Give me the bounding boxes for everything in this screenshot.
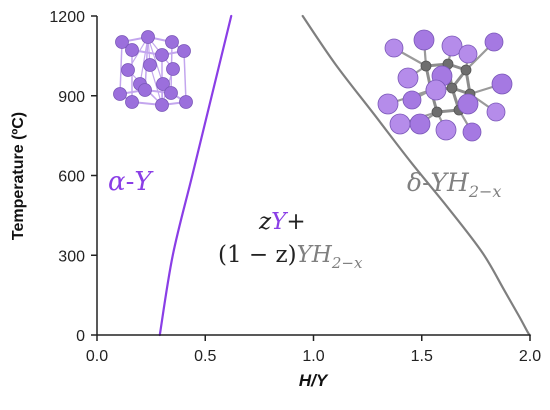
hydrogen-atom	[460, 64, 472, 76]
x-tick-label: 2.0	[519, 348, 541, 365]
alpha-greek: α	[108, 167, 126, 197]
alpha-phase-label: α-Y	[108, 167, 154, 197]
yttrium-atom	[125, 95, 139, 109]
yttrium-atom	[491, 73, 513, 95]
x-tick-label: 1.5	[411, 348, 433, 365]
yttrium-atom	[384, 38, 404, 58]
y-tick-label: 0	[76, 328, 85, 345]
alpha-boundary-line	[158, 14, 233, 337]
yttrium-atom	[177, 44, 191, 58]
alpha-yttrium-crystal-icon	[113, 30, 193, 112]
delta-boundary-line	[301, 14, 532, 337]
yttrium-atom	[409, 113, 431, 135]
yttrium-atom	[113, 87, 127, 101]
yttrium-atom	[486, 102, 506, 122]
yttrium-atom	[165, 35, 179, 49]
tick-layer: 0.0 0.5 1.0 1.5 2.0 0 300 600 900 1200	[49, 9, 541, 365]
yttrium-atom	[155, 48, 169, 62]
yttrium-atom	[458, 44, 478, 64]
delta-greek: δ	[407, 168, 422, 197]
hydrogen-atom	[431, 106, 443, 118]
mixture-coef: (1 − z)	[218, 242, 297, 268]
yttrium-atom	[115, 35, 129, 49]
yttrium-atom	[397, 67, 419, 89]
bond	[119, 41, 123, 95]
hydrogen-atom	[446, 82, 458, 94]
mixture-H: H	[311, 242, 333, 268]
yttrium-atom	[377, 93, 399, 115]
mixture-z: z	[258, 209, 272, 235]
yttrium-atom	[435, 119, 457, 141]
delta-subscript: 2−x	[468, 182, 502, 201]
delta-phase-label: δ-YH2−x	[407, 168, 501, 201]
yttrium-atom	[402, 90, 422, 110]
yttrium-atom	[166, 62, 180, 76]
x-tick-label: 0.0	[86, 348, 108, 365]
yttrium-atom	[125, 43, 139, 57]
alpha-letter: Y	[134, 167, 154, 197]
yttrium-atom	[141, 30, 155, 44]
yttrium-atom	[425, 79, 447, 101]
yttrium-atom	[413, 29, 435, 51]
mixture-line-1: zY+	[258, 209, 306, 235]
y-tick-label: 600	[58, 169, 85, 186]
yttrium-atom	[164, 86, 178, 100]
bond	[183, 50, 187, 103]
yttrium-atom	[155, 98, 169, 112]
yttrium-atom	[462, 122, 482, 142]
yttrium-atom	[121, 63, 135, 77]
mixture-subscript: 2−x	[331, 254, 363, 272]
mixture-plus: +	[286, 209, 305, 235]
series-layer	[158, 14, 532, 337]
mixture-y: Y	[271, 209, 289, 235]
yttrium-atom	[441, 35, 463, 57]
delta-hydride-crystal-icon	[377, 29, 513, 142]
yttrium-atom	[143, 58, 157, 72]
yttrium-atom	[138, 83, 152, 97]
mixture-line-2: (1 − z)YH2−x	[218, 242, 363, 272]
yttrium-atom	[156, 77, 170, 91]
yttrium-atom	[179, 95, 193, 109]
yttrium-atom	[457, 93, 479, 115]
delta-base: Y	[431, 168, 450, 197]
y-tick-label: 1200	[49, 9, 85, 26]
bond	[149, 64, 163, 106]
y-tick-label: 300	[58, 248, 85, 265]
x-axis-title: H/Y	[299, 371, 329, 390]
alpha-dash: -	[126, 167, 135, 197]
x-tick-label: 1.0	[302, 348, 324, 365]
bond	[147, 36, 164, 85]
mixture-base: Y	[297, 242, 315, 268]
delta-H: H	[446, 168, 470, 197]
hydrogen-atom	[420, 60, 432, 72]
yttrium-atom	[484, 32, 504, 52]
yttrium-atom	[389, 113, 411, 135]
bond	[139, 36, 149, 85]
x-tick-label: 0.5	[194, 348, 216, 365]
delta-dash: -	[422, 168, 430, 197]
y-tick-label: 900	[58, 89, 85, 106]
y-axis-title: Temperature (ºC)	[10, 112, 27, 240]
